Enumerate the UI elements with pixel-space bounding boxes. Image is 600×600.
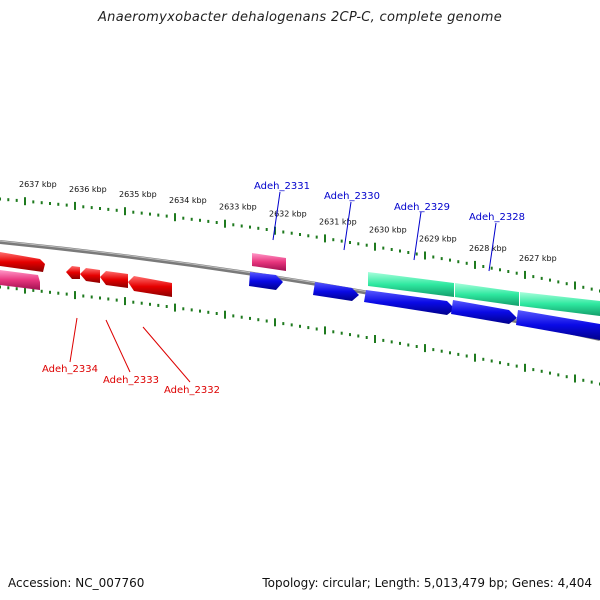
scale-label: 2630 kbp bbox=[369, 226, 407, 235]
gene-block bbox=[520, 292, 600, 316]
scale-labels: 2637 kbp 2636 kbp 2635 kbp 2634 kbp 2633 kbp… bbox=[19, 180, 557, 263]
scale-ticks-outer bbox=[0, 197, 600, 293]
gene-label-leader bbox=[142, 326, 191, 383]
scale-label: 2636 kbp bbox=[69, 185, 107, 194]
map-title: Anaeromyxobacter dehalogenans 2CP-C, com… bbox=[97, 10, 503, 25]
gene-block bbox=[455, 283, 519, 306]
gene-label-leader bbox=[488, 222, 497, 272]
scale-label: 2628 kbp bbox=[469, 244, 507, 253]
gene-label-adeh-2330[interactable]: Adeh_2330 bbox=[324, 191, 380, 202]
scale-label: 2629 kbp bbox=[419, 235, 457, 244]
gene-label-leader bbox=[413, 211, 422, 261]
gene-arrow bbox=[0, 252, 45, 272]
gene-label-leader bbox=[343, 201, 352, 251]
gene-label-adeh-2331[interactable]: Adeh_2331 bbox=[254, 181, 310, 192]
gene-block bbox=[368, 272, 454, 297]
genome-backbone bbox=[0, 240, 600, 341]
scale-ticks-inner bbox=[0, 285, 600, 386]
gene-label-leader bbox=[105, 319, 131, 373]
gene-label-adeh-2333[interactable]: Adeh_2333 bbox=[103, 375, 159, 386]
gene-arrow bbox=[364, 290, 455, 315]
scale-label: 2634 kbp bbox=[169, 196, 207, 205]
scale-label: 2637 kbp bbox=[19, 180, 57, 189]
gene-arrow bbox=[249, 272, 283, 290]
gene-label-adeh-2332[interactable]: Adeh_2332 bbox=[164, 385, 220, 396]
scale-label: 2627 kbp bbox=[519, 254, 557, 263]
accession-label: Accession: NC_007760 bbox=[8, 576, 145, 590]
gene-arrow bbox=[313, 282, 359, 301]
gene-label-adeh-2329[interactable]: Adeh_2329 bbox=[394, 202, 450, 213]
scale-label: 2632 kbp bbox=[269, 210, 307, 219]
scale-label: 2631 kbp bbox=[319, 217, 357, 226]
gene-label-leader bbox=[69, 317, 78, 363]
gene-arrow bbox=[66, 266, 80, 279]
gene-arrow bbox=[0, 270, 40, 290]
gene-label-adeh-2328[interactable]: Adeh_2328 bbox=[469, 212, 525, 223]
scale-label: 2635 kbp bbox=[119, 190, 157, 199]
gene-label-leader bbox=[272, 191, 281, 241]
scale-label: 2633 kbp bbox=[219, 203, 257, 212]
genome-summary: Topology: circular; Length: 5,013,479 bp… bbox=[262, 576, 592, 590]
genome-backbone-highlight bbox=[0, 240, 600, 339]
gene-arrow bbox=[516, 310, 600, 340]
gene-arrow bbox=[100, 271, 128, 288]
gene-arrow bbox=[451, 300, 517, 324]
gene-label-adeh-2334[interactable]: Adeh_2334 bbox=[42, 364, 98, 375]
gene-arrow bbox=[80, 268, 100, 283]
gene-arrow bbox=[252, 253, 286, 271]
gene-arrow bbox=[128, 276, 172, 297]
